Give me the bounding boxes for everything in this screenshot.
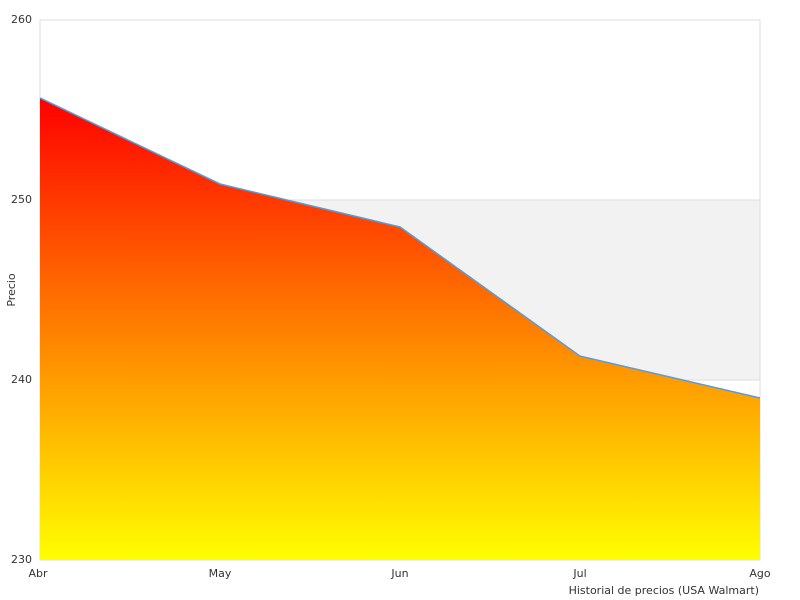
y-tick-label: 240 [11,373,32,386]
x-axis-title: Historial de precios (USA Walmart) [569,584,759,597]
x-tick-label: Ago [749,567,771,580]
area [40,97,760,560]
y-tick-label: 230 [11,553,32,566]
x-tick-label: Jun [390,567,408,580]
y-tick-label: 250 [11,193,32,206]
x-tick-label: May [209,567,232,580]
y-axis-title: Precio [5,273,18,307]
x-tick-label: Jul [572,567,586,580]
line [39,97,761,399]
y-tick-label: 260 [11,13,32,26]
x-tick-label: Abr [28,567,48,580]
